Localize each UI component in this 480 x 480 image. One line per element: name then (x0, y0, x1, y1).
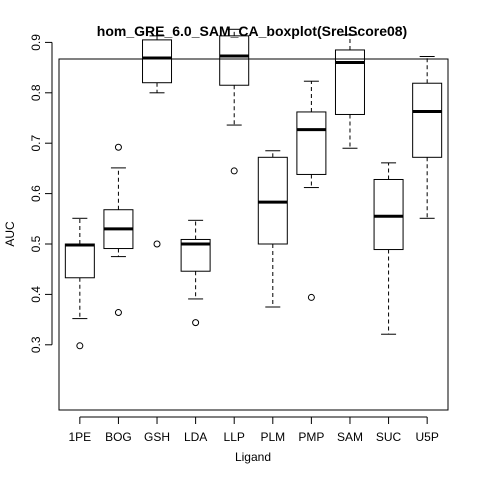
x-axis: 1PE BOG GSH LDA LLP PLM PMP SAM SUC U5P (68, 416, 439, 444)
box-iqr (142, 39, 173, 84)
y-tick-label: 0.5 (29, 235, 43, 252)
x-tick-label: PLM (260, 430, 285, 444)
x-tick-label: GSH (144, 430, 170, 444)
box-iqr (296, 111, 327, 175)
outlier-point (230, 167, 238, 175)
x-tick-label: U5P (415, 430, 438, 444)
y-tick-label: 0.3 (29, 336, 43, 353)
x-tick-label: SAM (337, 430, 363, 444)
box-bog (103, 143, 134, 317)
y-tick-label: 0.6 (29, 185, 43, 202)
outlier-point (307, 293, 315, 301)
box-pmp (296, 80, 327, 301)
y-tick-label: 0.4 (29, 286, 43, 303)
outlier-point (114, 143, 122, 151)
y-axis: 0.3 0.4 0.5 0.6 0.7 0.8 0.9 (29, 34, 53, 353)
x-tick-label: 1PE (68, 430, 91, 444)
plot-frame (58, 58, 449, 411)
outlier-point (153, 240, 161, 248)
box-iqr (64, 243, 95, 279)
box-plm (257, 150, 288, 308)
x-tick-label: SUC (376, 430, 402, 444)
box-llp (219, 28, 250, 175)
box-iqr (257, 156, 288, 245)
box-iqr (334, 49, 365, 115)
box-gsh (142, 35, 173, 248)
outlier-point (114, 309, 122, 317)
x-tick-label: LLP (224, 430, 245, 444)
y-tick-label: 0.9 (29, 34, 43, 51)
x-tick-label: LDA (184, 430, 207, 444)
box-1pe (64, 217, 95, 350)
x-axis-label: Ligand (235, 450, 271, 464)
box-iqr (373, 178, 404, 251)
x-tick-label: PMP (298, 430, 324, 444)
box-sam (334, 34, 365, 149)
y-tick-label: 0.7 (29, 135, 43, 152)
box-lda (180, 219, 211, 327)
box-u5p (412, 56, 443, 219)
box-iqr (219, 35, 250, 86)
box-iqr (412, 82, 443, 158)
outlier-point (76, 342, 84, 350)
y-axis-label: AUC (3, 221, 17, 247)
outlier-point (192, 319, 200, 327)
box-iqr (180, 238, 211, 272)
x-tick-label: BOG (105, 430, 132, 444)
boxes-group (64, 28, 443, 350)
box-suc (373, 162, 404, 335)
chart-title: hom_GRE_6.0_SAM_CA_boxplot(SrelScore08) (97, 23, 407, 39)
y-tick-label: 0.8 (29, 84, 43, 101)
